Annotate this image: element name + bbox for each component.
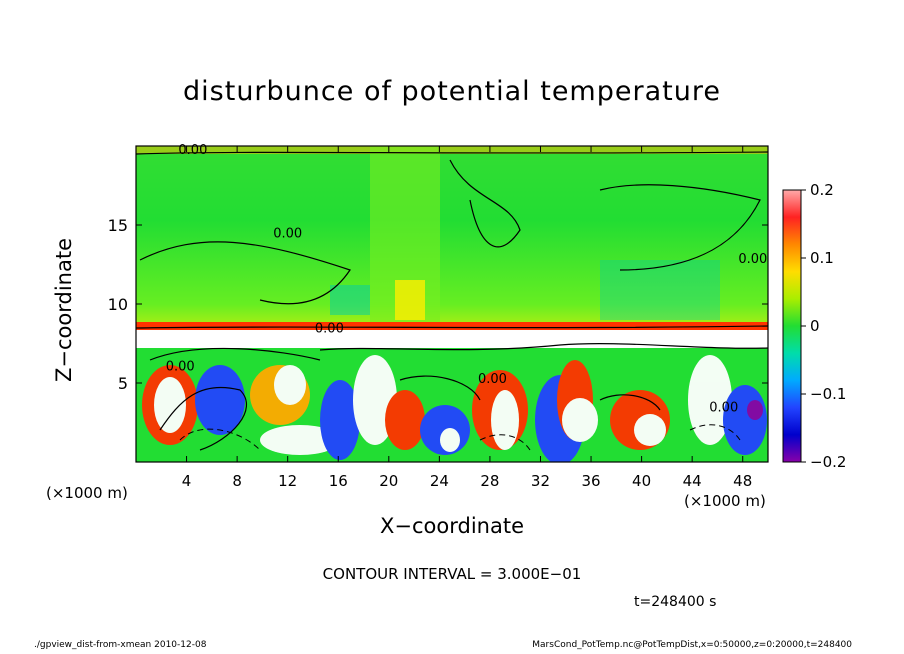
colorbar-ticks: 0.2 0.1 0 −0.1 −0.2 [801,181,846,471]
contour-label: 0.00 [273,227,302,242]
y-tick-label: 5 [118,374,128,393]
time-label: t=248400 s [634,594,717,610]
x-tick-label: 12 [278,472,297,490]
x-unit-left: (×1000 m) [46,484,128,502]
x-axis-label: X−coordinate [380,514,524,538]
contour-interval: CONTOUR INTERVAL = 3.000E−01 [322,565,582,583]
x-tick-label: 40 [632,472,651,490]
x-tick-label: 36 [581,472,600,490]
contour-label: 0.00 [738,252,767,267]
x-tick-label: 32 [531,472,550,490]
chart-title: disturbunce of potential temperature [183,76,721,107]
colorbar-tick-label: −0.2 [810,453,846,471]
x-tick-label: 20 [379,472,398,490]
x-tick-label: 16 [329,472,348,490]
y-tick-label: 15 [108,216,128,235]
x-tick-label: 48 [733,472,752,490]
contour-label: 0.00 [478,372,507,387]
x-tick-label: 24 [430,472,449,490]
y-tick-label: 10 [108,295,128,314]
contour-label: 0.00 [709,400,738,415]
colorbar-tick-label: 0 [810,317,820,335]
colorbar-tick-label: 0.2 [810,181,834,199]
x-tick-label: 4 [182,472,192,490]
x-tick-label: 8 [232,472,242,490]
x-tick-label: 28 [480,472,499,490]
footer-left: ./gpview_dist-from-xmean 2010-12-08 [34,640,207,650]
x-unit-right: (×1000 m) [684,492,766,510]
y-ticks: 5 10 15 [108,216,768,393]
contour-labels: 0.00 0.00 0.00 0.00 0.00 0.00 0.00 [166,143,768,416]
contour-label: 0.00 [315,321,344,336]
colorbar-tick-label: 0.1 [810,249,834,267]
contour-label: 0.00 [178,143,207,158]
x-ticks: 4 8 12 16 20 24 28 32 36 40 44 48 [182,146,752,490]
footer-right: MarsCond_PotTemp.nc@PotTempDist,x=0:5000… [532,640,852,650]
colorbar-tick-label: −0.1 [810,385,846,403]
colorbar [782,189,802,463]
contour-label: 0.00 [166,359,195,374]
x-tick-label: 44 [683,472,702,490]
heatmap-field [136,146,768,462]
